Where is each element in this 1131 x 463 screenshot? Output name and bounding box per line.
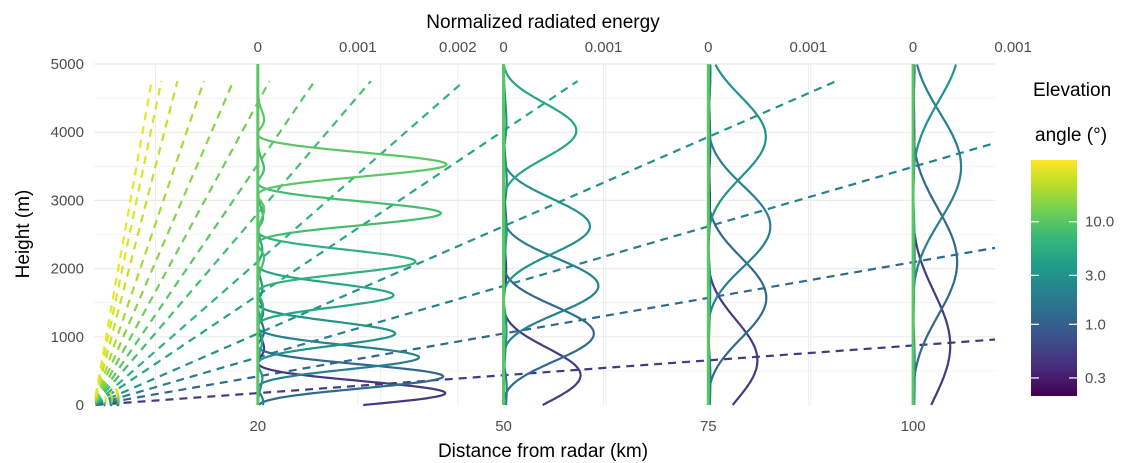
beam-line [95,338,996,406]
top-tick-label: 0.001 [790,39,828,56]
colorbar-tick-label: 3.0 [1085,267,1106,284]
colorbar-tick-label: 1.0 [1085,316,1106,333]
beam-line [94,80,179,399]
energy-profiles [256,64,963,407]
x-axis-title: Distance from radar (km) [438,441,648,462]
energy-profile-line [502,64,591,405]
x-tick-label: 100 [901,418,926,435]
beam-near-mark [115,389,119,394]
y-tick-label: 4000 [51,124,84,141]
legend-title-line1: Elevation [1033,80,1111,101]
top-axis-title: Normalized radiated energy [426,12,660,33]
top-tick-label: 0.001 [585,39,623,56]
y-tick-label: 1000 [51,329,84,346]
colorbar-ticks: 0.3 1.0 3.0 10.0 [1031,214,1114,387]
y-tick-label: 2000 [51,261,84,278]
beam-line [94,80,465,405]
beam-line [94,80,163,398]
beam-near-mark [104,395,107,399]
y-tick-label: 5000 [51,56,84,73]
x-tick-label: 20 [249,418,266,435]
beam-near-mark [116,396,120,400]
beam-near-mark [109,391,113,396]
top-tick-label: 0 [704,39,712,56]
top-tick-label: 0 [254,39,262,56]
legend-title-line2: angle (°) [1035,125,1107,146]
beam-line [95,246,996,406]
beam-line [94,80,316,404]
top-tick-label: 0 [499,39,507,56]
beam-line [94,80,271,403]
beam-line [95,80,579,405]
beam-line [95,141,996,406]
beam-near-mark [116,398,120,402]
color-legend: Elevation angle (°) 0.3 1.0 3.0 10.0 [1031,80,1114,396]
beam-line [94,80,372,404]
beam-near-mark [109,393,113,397]
top-tick-label: 0.001 [339,39,377,56]
beam-near-mark [110,397,114,401]
beam-line [94,80,235,402]
beam-line [95,80,837,406]
colorbar-tick-label: 10.0 [1085,214,1114,231]
grid-lines [94,63,995,405]
beam-rays [94,80,996,407]
beam-near-mark [114,388,119,392]
y-tick-label: 3000 [51,192,84,209]
top-tick-label: 0 [909,39,917,56]
beam-near-mark [116,394,120,399]
top-tick-label: 0.002 [439,39,477,56]
colorbar-tick-label: 0.3 [1085,370,1106,387]
top-tick-label: 0.001 [994,39,1032,56]
x-tick-label: 50 [495,418,512,435]
beam-near-mark [110,395,114,399]
y-axis-title: Height (m) [13,190,34,279]
beam-line [94,80,153,396]
beam-line [94,80,205,401]
y-tick-label: 0 [76,397,84,414]
colorbar [1031,160,1077,396]
beam-near-mark [115,392,120,396]
x-tick-label: 75 [700,418,717,435]
